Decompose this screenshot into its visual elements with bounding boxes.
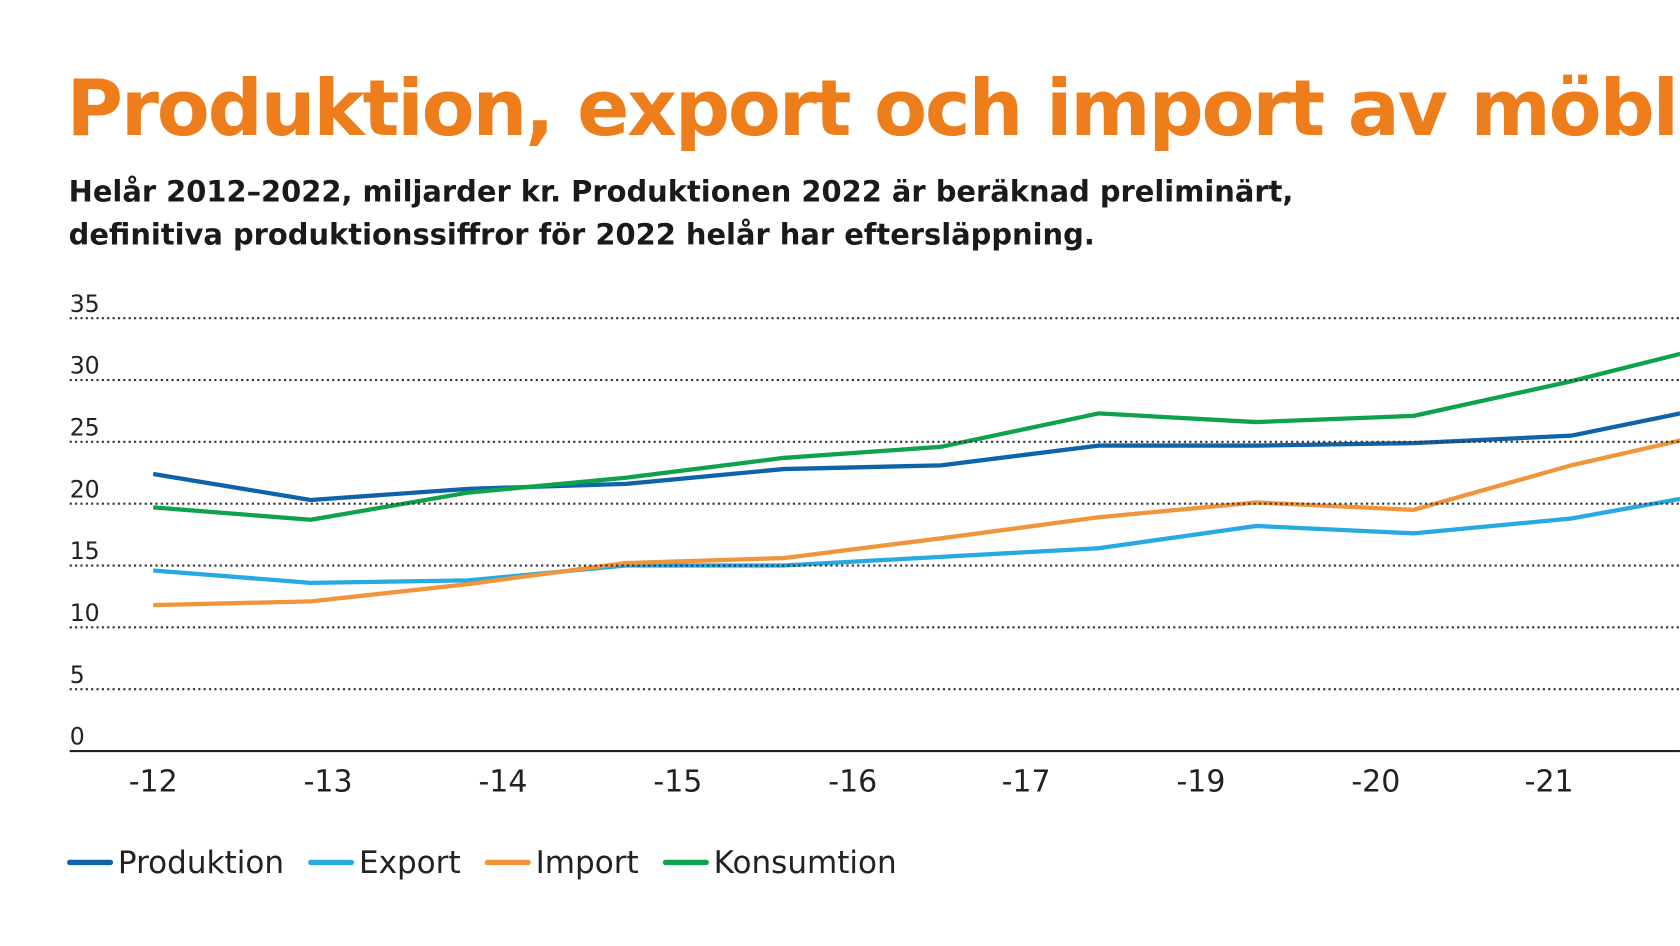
line [152,411,1680,503]
y-tick-label: 35 [70,290,100,318]
x-tick-label: -15 [653,765,702,800]
x-tick-label: -14 [478,765,527,800]
subtitle: definitiva produktionssiffror för 2022 h… [69,217,1095,251]
y-tick-label: 15 [70,537,100,565]
line [153,351,1680,522]
legend-label: Import [536,845,639,881]
x-tick-label: -19 [1176,765,1225,800]
line [153,438,1680,608]
chart-title: Produktion, export och import av möbler. [66,64,1680,154]
x-tick-label: -20 [1351,765,1400,800]
line [153,496,1680,585]
x-tick-label: -13 [304,765,353,800]
y-tick-label: 5 [70,661,85,689]
y-tick-label: 10 [70,599,100,627]
x-tick-label: -21 [1525,765,1574,800]
plot-area [152,351,1680,608]
legend-label: Produktion [118,845,284,881]
legend-label: Export [359,845,461,881]
y-tick-label: 30 [70,352,100,380]
y-tick-label: 0 [70,723,85,751]
y-tick-label: 20 [70,475,100,503]
y-tick-label: 25 [70,413,100,441]
legend-label: Konsumtion [714,845,897,881]
x-tick-label: -17 [1002,765,1051,800]
subtitle: Helår 2012–2022, miljarder kr. Produktio… [69,174,1294,208]
x-tick-label: -16 [828,765,877,800]
x-tick-label: -12 [129,765,178,800]
